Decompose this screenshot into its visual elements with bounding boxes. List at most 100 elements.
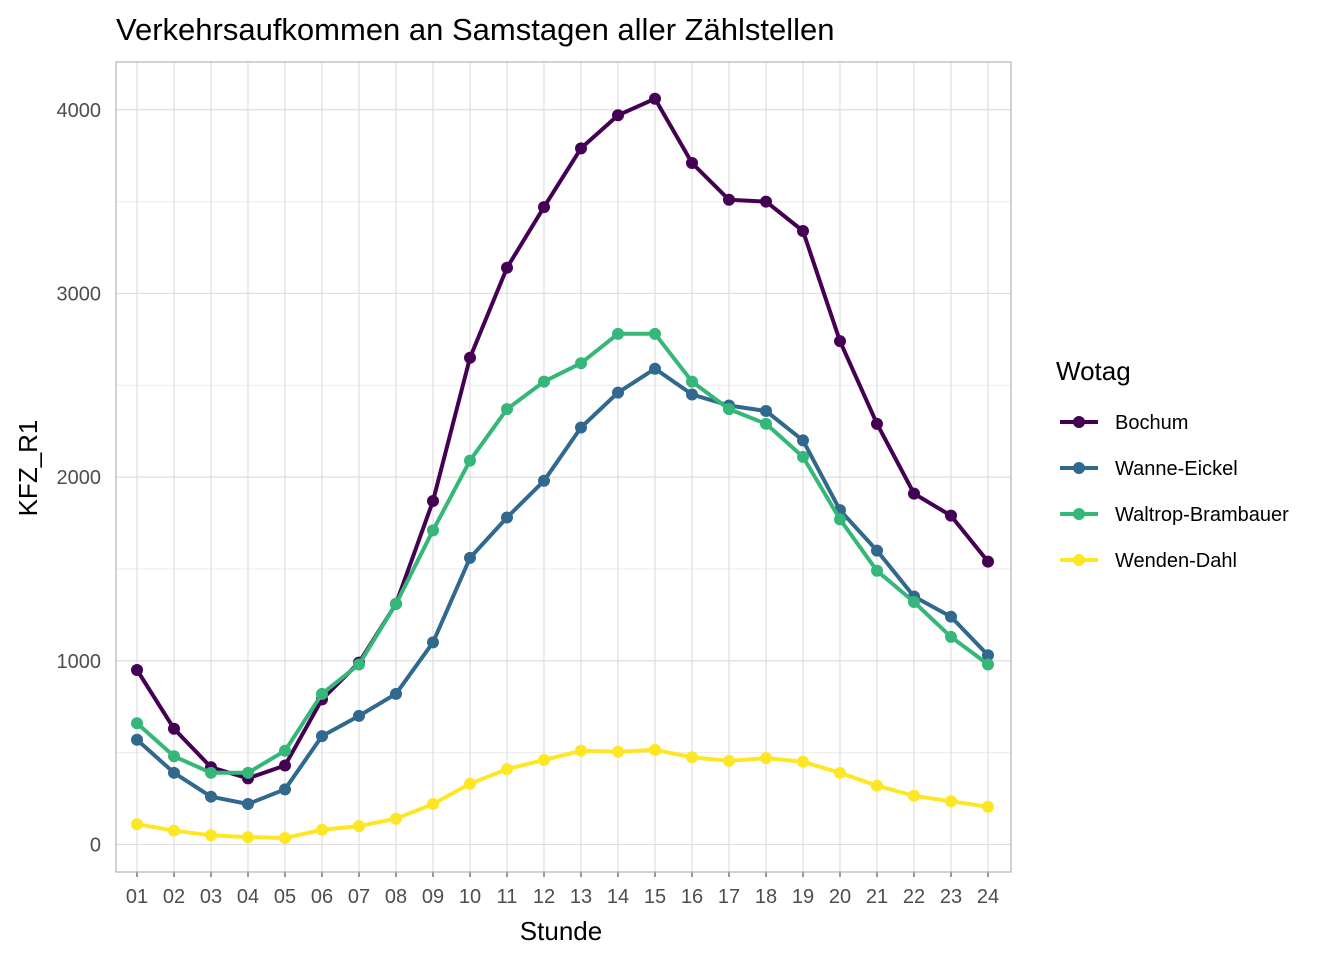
- data-point-wenden-dahl: [908, 789, 920, 802]
- x-tick-label: 11: [497, 886, 518, 908]
- x-tick-label: 16: [681, 886, 703, 908]
- data-point-waltrop-brambauer: [760, 417, 772, 430]
- data-point-waltrop-brambauer: [575, 357, 587, 370]
- x-tick-label: 20: [829, 886, 851, 908]
- x-tick-label: 05: [274, 886, 296, 908]
- x-tick-label: 14: [607, 886, 629, 908]
- data-point-wanne-eickel: [353, 709, 365, 722]
- data-point-wenden-dahl: [871, 779, 883, 792]
- data-point-wenden-dahl: [797, 755, 809, 768]
- data-point-wanne-eickel: [575, 421, 587, 434]
- legend-title: Wotag: [1056, 356, 1131, 386]
- data-point-waltrop-brambauer: [205, 766, 217, 779]
- plot-area: 0 1000 2000 3000 4000 01 02 03 04 05 06 07 08 09 10 11 1…: [57, 61, 1012, 908]
- data-point-wanne-eickel: [871, 544, 883, 557]
- data-point-wanne-eickel: [205, 790, 217, 803]
- data-point-waltrop-brambauer: [464, 454, 476, 467]
- data-point-wanne-eickel: [168, 766, 180, 779]
- data-point-wenden-dahl: [205, 829, 217, 842]
- x-tick-label: 06: [311, 886, 333, 908]
- data-point-wanne-eickel: [686, 388, 698, 401]
- data-point-wanne-eickel: [464, 551, 476, 564]
- data-point-bochum: [945, 509, 957, 522]
- legend-key-point-wanne-eickel: [1073, 462, 1085, 474]
- data-point-waltrop-brambauer: [353, 658, 365, 671]
- data-point-waltrop-brambauer: [797, 450, 809, 463]
- data-point-bochum: [908, 487, 920, 500]
- data-point-bochum: [575, 142, 587, 155]
- data-point-wanne-eickel: [316, 730, 328, 743]
- series-line-wenden-dahl: [135, 747, 990, 840]
- x-tick-label: 21: [866, 886, 888, 908]
- data-point-wanne-eickel: [982, 649, 994, 662]
- x-tick-label: 13: [570, 886, 592, 908]
- data-point-wenden-dahl: [279, 832, 291, 845]
- data-point-waltrop-brambauer: [538, 375, 550, 388]
- x-axis-title: Stunde: [520, 916, 602, 946]
- x-tick-label: 22: [903, 886, 925, 908]
- data-point-waltrop-brambauer: [168, 750, 180, 763]
- y-tick-label: 4000: [57, 100, 102, 122]
- x-tick-label: 09: [422, 886, 444, 908]
- legend: Bochum Wanne-Eickel Waltrop-Brambauer Wende…: [1060, 412, 1289, 572]
- data-point-wenden-dahl: [464, 777, 476, 790]
- data-point-wanne-eickel: [797, 434, 809, 447]
- data-point-wenden-dahl: [242, 831, 254, 844]
- data-point-waltrop-brambauer: [945, 630, 957, 643]
- panel-border: [115, 61, 1012, 873]
- data-point-waltrop-brambauer: [834, 513, 846, 526]
- data-point-bochum: [464, 351, 476, 364]
- data-point-bochum: [279, 759, 291, 772]
- data-point-bochum: [834, 335, 846, 348]
- data-point-bochum: [686, 157, 698, 170]
- data-point-wenden-dahl: [131, 818, 143, 831]
- data-point-wanne-eickel: [131, 733, 143, 746]
- data-point-wenden-dahl: [760, 752, 772, 765]
- data-point-waltrop-brambauer: [279, 744, 291, 757]
- data-point-bochum: [131, 663, 143, 676]
- data-point-wenden-dahl: [612, 745, 624, 758]
- data-point-wenden-dahl: [575, 744, 587, 757]
- data-point-bochum: [612, 109, 624, 122]
- data-point-bochum: [501, 261, 513, 274]
- x-tick-label: 24: [977, 886, 999, 908]
- data-point-waltrop-brambauer: [427, 524, 439, 537]
- data-point-wenden-dahl: [538, 753, 550, 766]
- data-point-wenden-dahl: [168, 824, 180, 837]
- data-point-wenden-dahl: [686, 751, 698, 764]
- data-point-bochum: [723, 193, 735, 206]
- legend-key-point-bochum: [1073, 416, 1085, 428]
- data-point-bochum: [797, 224, 809, 237]
- x-tick-label: 15: [644, 886, 666, 908]
- series-line-bochum: [135, 96, 990, 781]
- data-point-waltrop-brambauer: [908, 596, 920, 608]
- data-point-waltrop-brambauer: [131, 717, 143, 730]
- data-point-waltrop-brambauer: [390, 597, 402, 610]
- data-point-wanne-eickel: [760, 404, 772, 417]
- data-point-wenden-dahl: [945, 795, 957, 808]
- chart-title: Verkehrsaufkommen an Samstagen aller Zäh…: [116, 12, 835, 47]
- data-point-wenden-dahl: [723, 754, 735, 767]
- data-point-wenden-dahl: [316, 823, 328, 836]
- legend-key-point-wenden-dahl: [1073, 554, 1085, 566]
- data-point-bochum: [168, 722, 180, 735]
- legend-key-point-waltrop-brambauer: [1073, 508, 1085, 520]
- data-point-waltrop-brambauer: [723, 403, 735, 416]
- x-tick-label: 01: [126, 886, 148, 908]
- data-point-wanne-eickel: [390, 687, 402, 700]
- legend-label-wenden-dahl: Wenden-Dahl: [1115, 550, 1237, 572]
- y-tick-label: 1000: [57, 651, 102, 673]
- data-point-wenden-dahl: [353, 820, 365, 833]
- x-tick-label: 17: [718, 886, 740, 908]
- x-tick-label: 19: [792, 886, 814, 908]
- data-point-wanne-eickel: [538, 474, 550, 487]
- x-tick-label: 07: [348, 886, 370, 908]
- x-tick-label: 10: [459, 886, 481, 908]
- y-axis-title: KFZ_R1: [13, 420, 43, 517]
- x-tick-label: 03: [200, 886, 222, 908]
- data-point-waltrop-brambauer: [649, 327, 661, 340]
- y-tick-label: 0: [90, 834, 101, 856]
- series-line-wanne-eickel: [135, 366, 990, 806]
- data-point-wanne-eickel: [279, 783, 291, 796]
- x-tick-label: 02: [163, 886, 185, 908]
